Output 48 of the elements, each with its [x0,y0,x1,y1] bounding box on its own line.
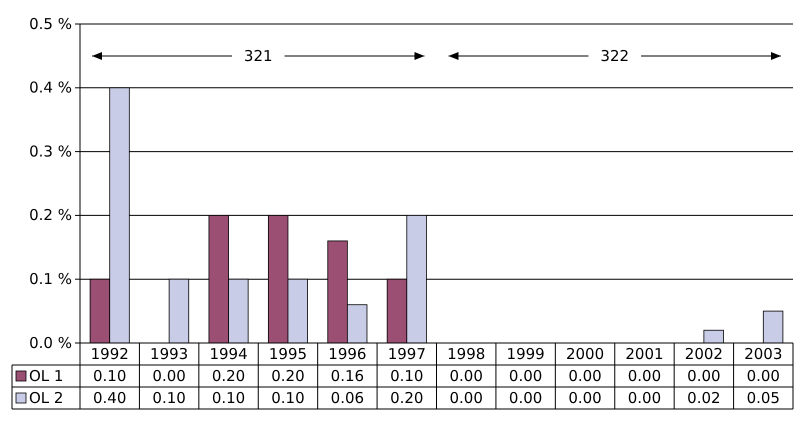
bar [762,310,784,344]
data-label: 0.06 [330,389,364,407]
x-tick-label: 1998 [447,345,486,363]
annotation: 321 [244,47,273,65]
data-label: 0.16 [330,367,364,385]
x-tick-label: 2000 [566,345,604,363]
data-label: 0.20 [390,389,424,407]
data-label: 0.20 [271,367,305,385]
y-tick-label: 0.1 % [29,270,72,288]
x-tick-label: 1994 [209,345,248,363]
data-label: 0.00 [450,367,483,385]
x-tick-label: 2001 [625,345,664,363]
y-tick-label: 0.5 % [29,14,72,33]
legend-label: OL 1 [29,367,64,385]
x-tick-label: 2002 [684,345,723,363]
data-label: 0.00 [508,367,542,385]
bar [703,330,724,344]
data-label: 0.00 [628,367,662,385]
data-label: 0.05 [746,389,780,407]
data-label: 0.00 [508,389,542,407]
y-tick-label: 0.2 % [29,206,72,224]
x-tick-label: 1995 [268,345,308,363]
data-label: 0.20 [212,367,246,385]
data-label: 0.00 [568,389,602,407]
data-label: 0.00 [152,367,186,385]
x-tick-label: 1996 [328,345,366,363]
x-tick-label: 1997 [388,345,426,363]
data-label: 0.00 [568,367,602,385]
data-label: 0.10 [271,389,305,407]
annotation: 322 [600,47,630,65]
legend-label: OL 2 [29,389,64,407]
x-tick-label: 1992 [90,345,129,363]
data-label: 0.00 [628,389,662,407]
y-tick-label: 0.4 % [29,78,72,97]
data-label: 0.10 [212,389,246,407]
x-tick-label: 1999 [506,345,545,363]
y-tick-label: 0.0 % [29,334,72,352]
data-label: 0.02 [687,389,721,407]
data-label: 0.00 [450,389,483,407]
data-label: 0.10 [152,389,186,407]
data-label: 0.00 [746,367,780,385]
data-label: 0.40 [93,389,126,407]
y-tick-label: 0.3 % [29,142,72,160]
data-label: 0.00 [687,367,721,385]
data-label: 0.10 [93,367,126,385]
x-tick-label: 1993 [150,345,188,363]
data-label: 0.10 [390,367,424,385]
x-tick-label: 2003 [744,345,782,363]
